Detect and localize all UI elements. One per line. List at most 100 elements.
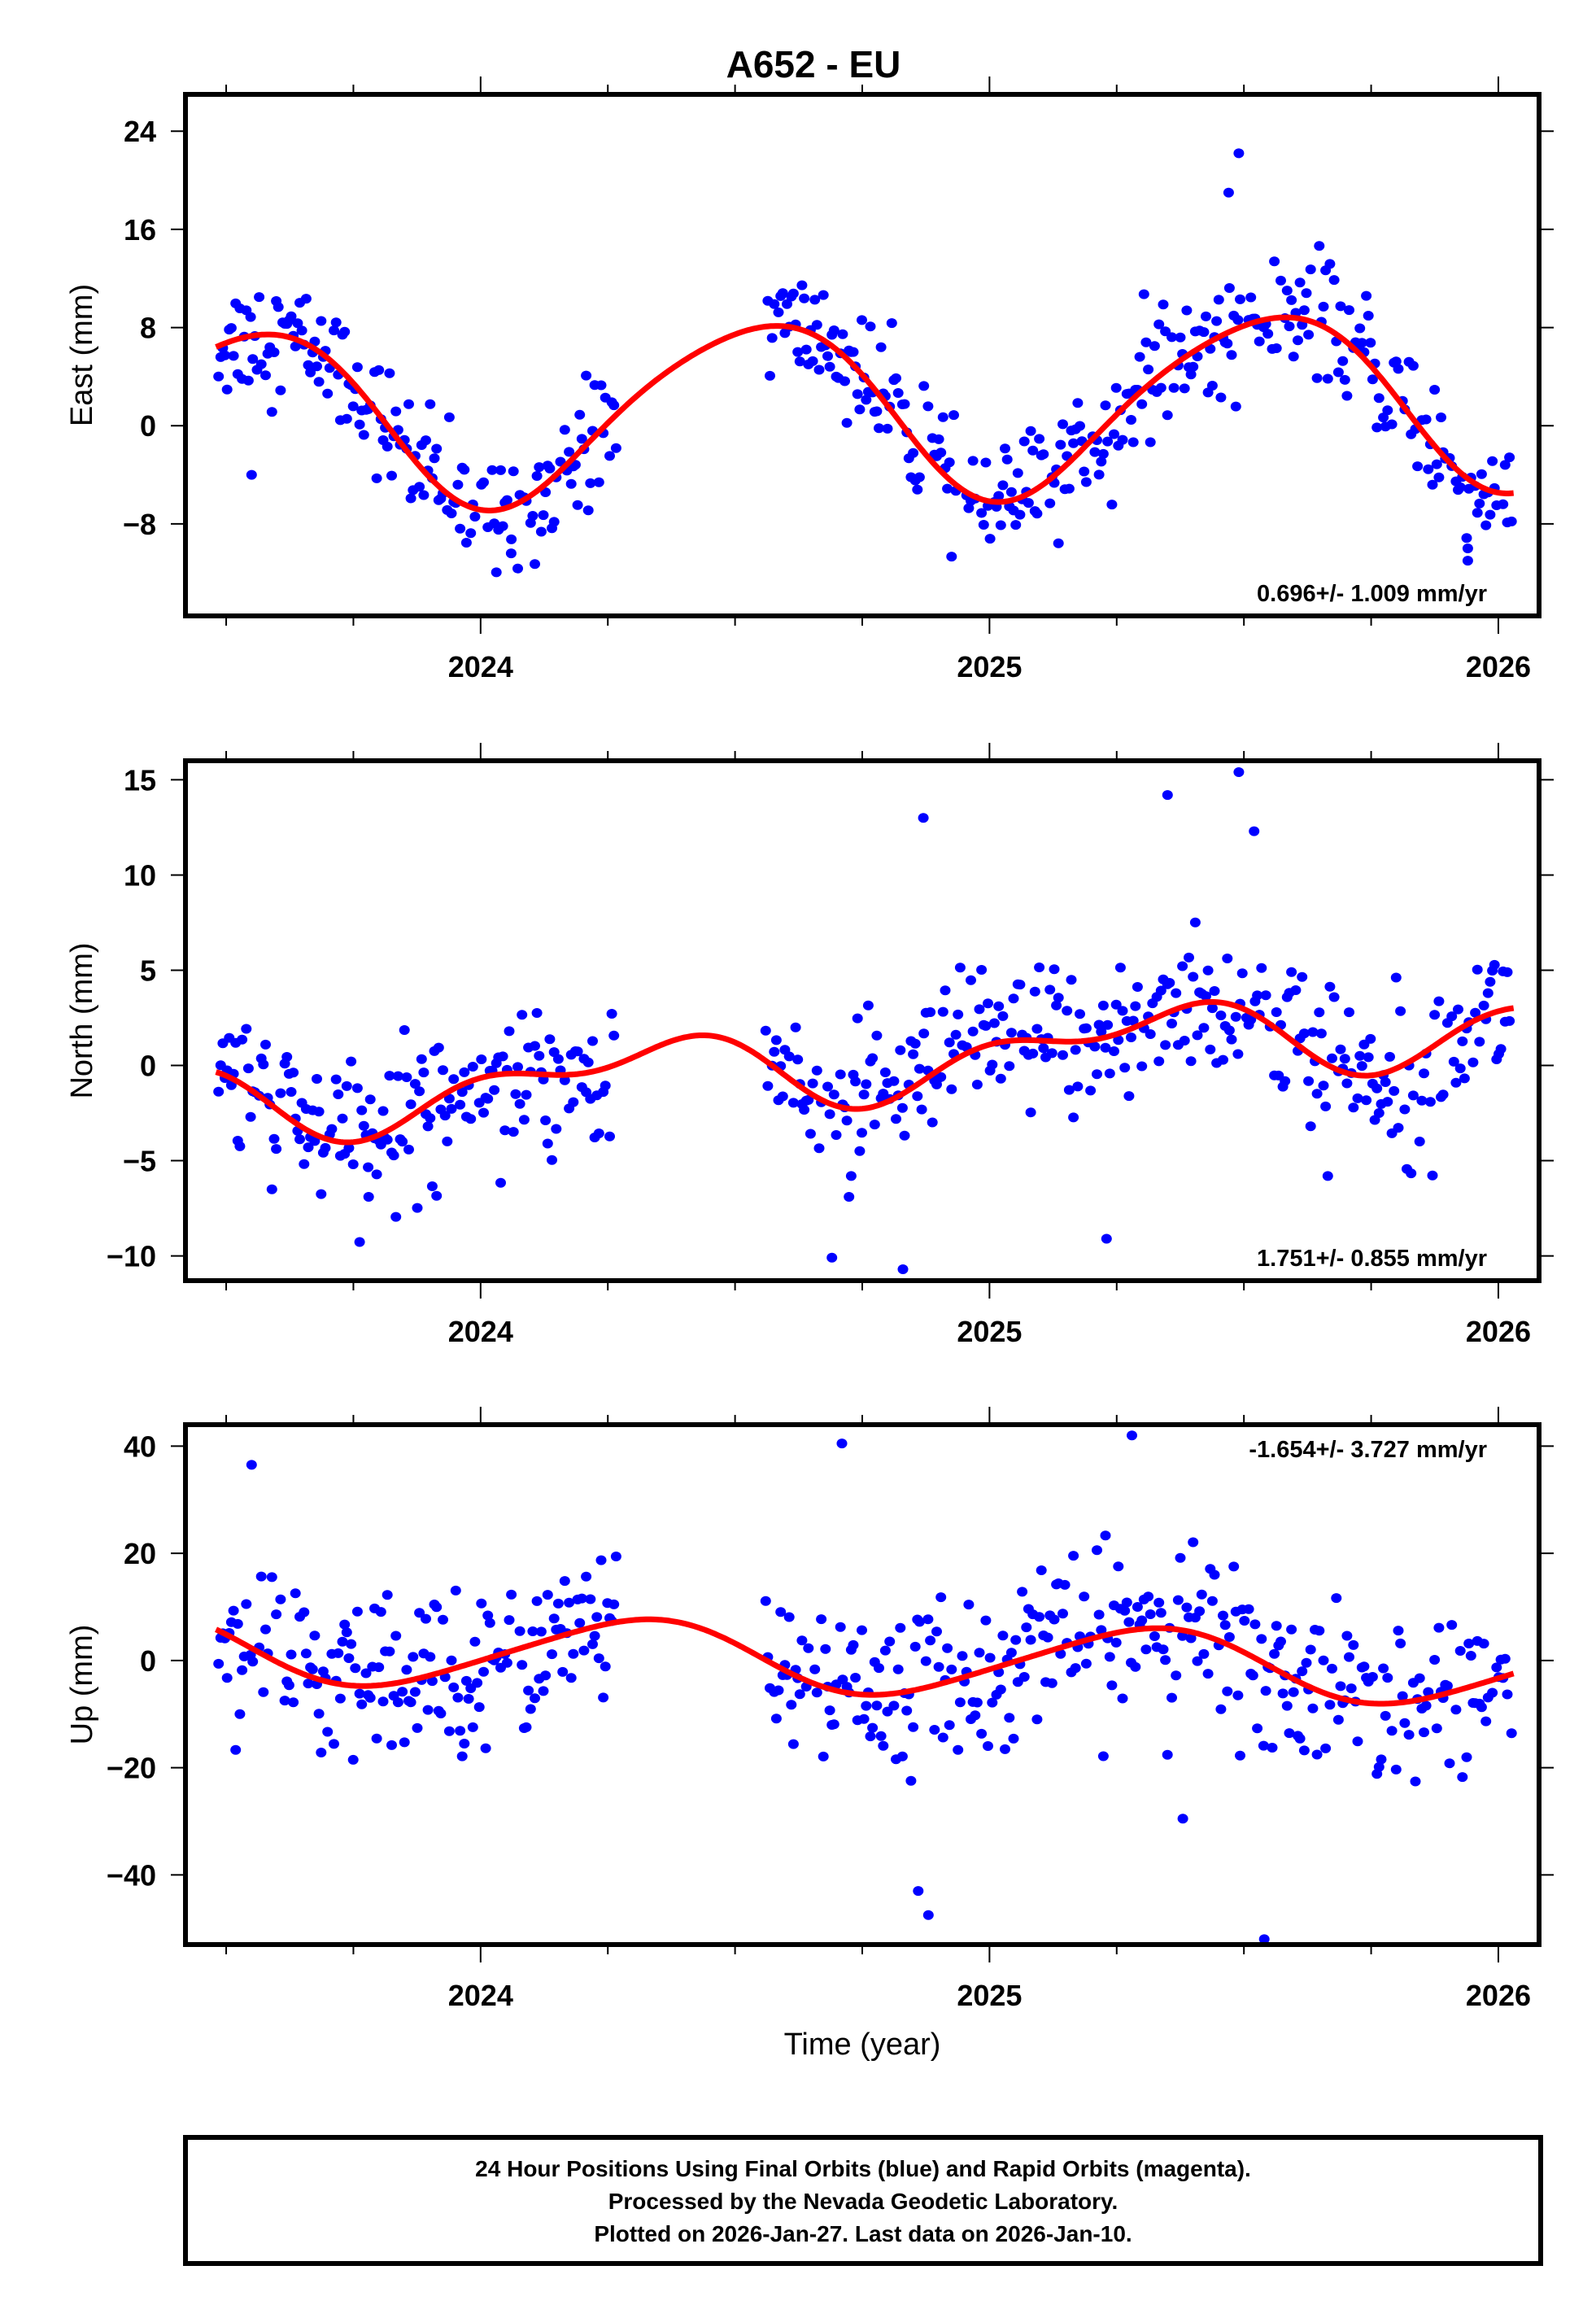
data-point — [812, 1687, 822, 1697]
data-point — [1371, 1084, 1382, 1094]
data-point — [1275, 276, 1286, 286]
data-point — [495, 1178, 506, 1188]
data-point — [382, 1590, 393, 1600]
data-point — [271, 1609, 281, 1619]
data-point — [476, 1054, 486, 1064]
data-point — [237, 1035, 247, 1045]
data-point — [1340, 1054, 1350, 1063]
data-point — [339, 327, 350, 337]
data-point — [389, 1150, 399, 1160]
data-point — [842, 1115, 853, 1125]
data-point — [1462, 1753, 1472, 1762]
data-point — [1044, 984, 1055, 994]
data-point — [774, 308, 784, 317]
x-tick-label: 2024 — [448, 1315, 513, 1348]
data-point — [796, 1635, 807, 1645]
data-point — [568, 1649, 578, 1659]
data-point — [333, 1089, 343, 1099]
data-point — [581, 371, 591, 381]
data-point — [314, 1709, 325, 1718]
data-point — [799, 1105, 809, 1115]
data-point — [1341, 391, 1352, 401]
data-point — [544, 1034, 555, 1044]
data-point — [557, 1667, 568, 1677]
data-point — [888, 1076, 899, 1086]
data-point — [393, 1697, 403, 1707]
data-point — [583, 505, 594, 515]
data-point — [1194, 1606, 1205, 1616]
data-point — [521, 1090, 532, 1100]
data-point — [213, 372, 224, 382]
data-point — [258, 1059, 268, 1069]
data-point — [1433, 997, 1444, 1006]
data-point — [373, 365, 384, 375]
data-point — [299, 1608, 309, 1617]
data-point — [504, 1615, 515, 1625]
data-point — [431, 1602, 442, 1612]
y-tick-label: −8 — [123, 508, 156, 541]
data-point — [1010, 1635, 1021, 1645]
data-point — [390, 1212, 401, 1222]
data-point — [1019, 1672, 1030, 1682]
data-point — [594, 1653, 604, 1663]
data-point — [1432, 460, 1442, 469]
data-point — [543, 1139, 553, 1149]
data-point — [275, 386, 286, 395]
data-point — [343, 1653, 354, 1663]
data-point — [222, 1673, 233, 1683]
data-point — [1162, 1750, 1173, 1760]
data-point — [1055, 440, 1066, 450]
data-point — [1382, 1097, 1393, 1107]
outlier-point — [1249, 827, 1259, 836]
data-point — [406, 494, 416, 504]
data-point — [976, 965, 987, 975]
data-point — [316, 1748, 326, 1757]
data-point — [1316, 1028, 1327, 1038]
data-point — [818, 1752, 829, 1761]
data-point — [918, 1028, 929, 1038]
data-point — [1188, 362, 1198, 372]
data-point — [1123, 1091, 1134, 1101]
data-point — [373, 1662, 384, 1672]
data-point — [1306, 264, 1316, 274]
data-point — [451, 1586, 461, 1596]
data-point — [1307, 1704, 1318, 1713]
data-point — [935, 447, 946, 457]
data-point — [812, 1066, 822, 1076]
data-point — [410, 1687, 421, 1697]
data-point — [878, 1741, 888, 1751]
y-tick-label: −20 — [107, 1752, 156, 1785]
data-point — [1324, 1700, 1335, 1709]
data-point — [1467, 1058, 1478, 1067]
y-tick-label: 15 — [124, 763, 156, 797]
y-tick-label: 10 — [124, 858, 156, 892]
data-point — [1181, 1603, 1192, 1613]
data-point — [1034, 1612, 1044, 1622]
data-point — [399, 1737, 410, 1747]
model-fit-line — [216, 317, 1514, 510]
data-point — [455, 524, 465, 534]
data-point — [996, 1074, 1006, 1084]
data-point — [985, 1653, 996, 1663]
data-point — [944, 1037, 955, 1047]
data-point — [608, 400, 619, 410]
data-point — [934, 434, 944, 444]
outlier-point — [1178, 1814, 1188, 1823]
data-point — [955, 963, 966, 972]
data-point — [246, 312, 256, 322]
data-point — [1188, 972, 1198, 982]
data-point — [1336, 1045, 1346, 1054]
data-point — [1485, 510, 1495, 520]
data-point — [1457, 1772, 1467, 1782]
data-point — [863, 1001, 874, 1011]
data-point — [940, 985, 951, 995]
data-point — [307, 1665, 318, 1674]
data-point — [1017, 1587, 1027, 1596]
outlier-point — [1463, 544, 1473, 553]
data-point — [1119, 1063, 1130, 1072]
data-point — [1415, 1137, 1425, 1146]
data-point — [1346, 1683, 1357, 1693]
data-point — [1237, 968, 1248, 978]
data-point — [418, 491, 429, 500]
data-point — [854, 404, 865, 414]
